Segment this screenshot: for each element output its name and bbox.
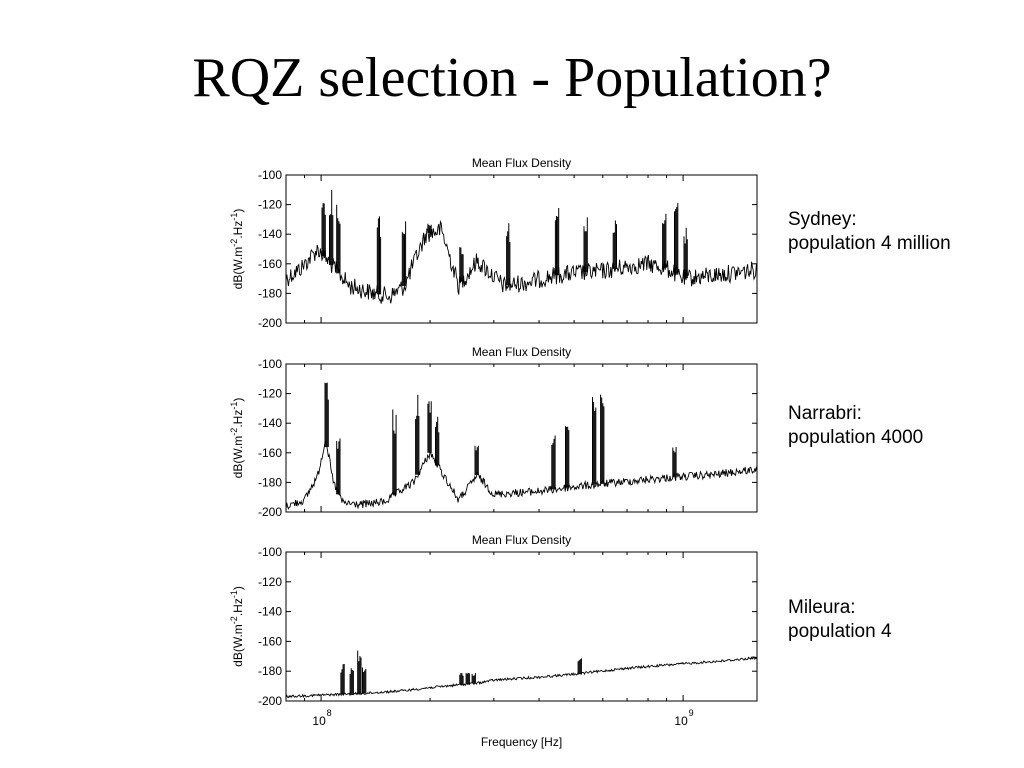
series-peak — [340, 664, 345, 695]
chart-title: Mean Flux Density — [472, 345, 571, 359]
series-peak — [459, 247, 464, 282]
y-axis-label-part: dB(W.m — [231, 624, 245, 667]
series-peak — [554, 208, 560, 276]
series-peak — [427, 401, 432, 453]
y-tick-label: -200 — [258, 316, 282, 330]
series-peak — [401, 221, 407, 286]
y-tick-label: -200 — [258, 694, 282, 708]
series-trace — [286, 438, 757, 510]
chart-title: Mean Flux Density — [472, 156, 571, 170]
series-peak — [415, 394, 420, 475]
y-axis-label-part: .Hz — [231, 221, 245, 239]
y-axis-label-part: .Hz — [231, 598, 245, 616]
chart-panel-1: Mean Flux Density -100 -120 -140 -160 -180 -20… — [229, 156, 758, 330]
series-peak — [551, 435, 556, 490]
series-peak — [577, 658, 582, 674]
plot-frame — [285, 551, 758, 702]
y-tick-label: -160 — [258, 257, 282, 271]
y-axis-label-exponent: -1 — [229, 402, 239, 410]
chart-panel-2: Mean Flux Density -100 -120 -140 -160 -180 -20… — [229, 345, 758, 519]
y-tick-label: -100 — [258, 168, 282, 182]
y-tick-label: -120 — [258, 387, 282, 401]
x-tick-label: 10 — [674, 714, 688, 728]
y-tick-label: -180 — [258, 286, 282, 300]
y-axis-label-part: .Hz — [231, 410, 245, 428]
y-axis-label-exponent: -2 — [229, 616, 239, 624]
y-axis-label: dB(W.m-2.Hz-1) — [229, 398, 245, 479]
y-tick-label: -140 — [258, 416, 282, 430]
series-peak — [362, 667, 367, 694]
series-peak — [683, 227, 688, 279]
y-axis-label-exponent: -1 — [229, 213, 239, 221]
series-peak — [752, 656, 757, 658]
series-peak — [427, 223, 432, 233]
y-axis-label-exponent: -2 — [229, 428, 239, 436]
y-tick-label: -140 — [258, 605, 282, 619]
series-peak — [672, 447, 677, 478]
series-peak — [600, 394, 605, 484]
series-peak — [336, 204, 341, 274]
y-axis-label-part: ) — [231, 398, 245, 402]
caption-narrabri: Narrabri: population 4000 — [788, 402, 923, 450]
y-axis-label-exponent: -1 — [229, 590, 239, 598]
y-tick-label: -120 — [258, 198, 282, 212]
caption-population: population 4 — [788, 621, 892, 642]
series-peak — [324, 382, 329, 447]
series-peak — [336, 438, 341, 495]
series-peak — [612, 220, 617, 269]
series-trace — [286, 656, 757, 699]
x-tick-label: 10 — [312, 714, 326, 728]
series-peak — [465, 673, 470, 684]
x-axis-label: Frequency [Hz] — [481, 735, 562, 749]
series-peak — [674, 202, 679, 275]
y-axis-label-part: dB(W.m — [231, 247, 245, 290]
y-tick-label: -180 — [258, 664, 282, 678]
y-tick-label: -140 — [258, 227, 282, 241]
y-tick-label: -160 — [258, 446, 282, 460]
series-peak — [459, 673, 464, 685]
chart-panel-3: Mean Flux Density -100 -120 -140 -160 -180 -20… — [229, 533, 758, 749]
y-axis-label: dB(W.m-2.Hz-1) — [229, 209, 245, 290]
caption-site: Mileura: — [788, 597, 856, 618]
y-axis-label-part: dB(W.m — [231, 436, 245, 479]
y-axis-label-exponent: -2 — [229, 239, 239, 247]
caption-mileura: Mileura: population 4 — [788, 596, 892, 644]
series-peak — [471, 673, 476, 684]
y-axis-label-part: ) — [231, 209, 245, 213]
caption-site: Narrabri: — [788, 403, 862, 424]
series-peak — [392, 409, 397, 495]
series-peak — [565, 426, 570, 488]
caption-population: population 4 million — [788, 233, 951, 254]
series-peak — [349, 668, 354, 694]
series-peak — [592, 397, 597, 485]
series-peak — [435, 416, 440, 466]
series-peak — [662, 213, 667, 268]
series-peak — [357, 650, 362, 694]
y-axis-label: dB(W.m-2.Hz-1) — [229, 586, 245, 667]
plot-frame — [285, 363, 758, 513]
plot-frame — [285, 174, 758, 324]
series-peak — [376, 216, 382, 295]
y-tick-label: -180 — [258, 475, 282, 489]
y-tick-label: -160 — [258, 634, 282, 648]
series-peak — [506, 223, 511, 286]
y-tick-label: -100 — [258, 545, 282, 559]
slide-title: RQZ selection - Population? — [192, 47, 832, 109]
series-peak — [329, 190, 334, 266]
series-peak — [474, 445, 479, 475]
x-tick-exponent: 8 — [327, 708, 332, 718]
x-tick-exponent: 9 — [689, 708, 694, 718]
caption-sydney: Sydney: population 4 million — [788, 208, 951, 256]
y-tick-label: -120 — [258, 575, 282, 589]
series-peak — [321, 203, 326, 257]
y-axis-label-part: ) — [231, 586, 245, 590]
series-peak — [583, 217, 588, 273]
y-tick-label: -100 — [258, 357, 282, 371]
caption-population: population 4000 — [788, 427, 924, 448]
chart-title: Mean Flux Density — [472, 533, 571, 547]
caption-site: Sydney: — [788, 209, 857, 230]
y-tick-label: -200 — [258, 505, 282, 519]
